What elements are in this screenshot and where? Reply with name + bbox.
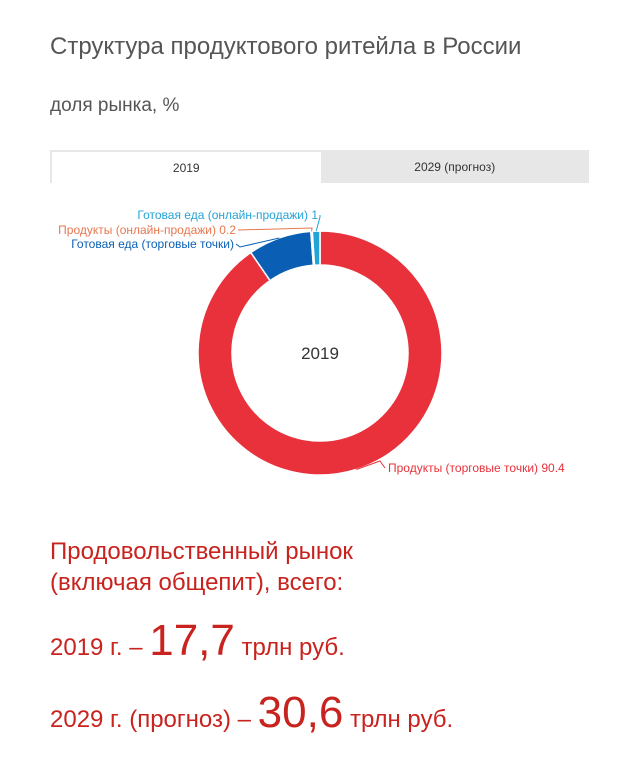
chart-subtitle: доля рынка, % <box>50 95 180 116</box>
leader-line-3 <box>315 215 321 232</box>
market-heading: Продовольственный рынок (включая общепит… <box>50 536 353 598</box>
market-2029-value: 30,6 <box>257 688 344 737</box>
slice-label-3: Готовая еда (онлайн-продажи) 1 <box>137 208 318 222</box>
slice-label-1: Готовая еда (торговые точки) <box>71 237 234 251</box>
market-2029-suffix: трлн руб. <box>343 706 454 733</box>
leader-line-0 <box>356 460 386 470</box>
market-2029-row: 2029 г. (прогноз) – 30,6 трлн руб. <box>50 688 453 738</box>
market-2029-prefix: 2029 г. (прогноз) – <box>50 706 258 733</box>
leader-line-1 <box>235 237 280 248</box>
slice-label-2: Продукты (онлайн-продажи) 0.2 <box>58 223 236 237</box>
market-heading-line2: (включая общепит), всего: <box>50 569 344 596</box>
year-tabs: 2019 2029 (прогноз) <box>50 150 589 183</box>
leader-line-2 <box>237 227 313 232</box>
chart-center-label: 2019 <box>301 344 339 363</box>
tab-2019[interactable]: 2019 <box>52 152 321 183</box>
market-2019-prefix: 2019 г. – <box>50 634 150 661</box>
tab-2029-forecast[interactable]: 2029 (прогноз) <box>414 159 496 174</box>
slice-3[interactable] <box>311 230 321 266</box>
donut-chart: 2019 Продукты (торговые точки) 90.4 Готова… <box>58 208 565 476</box>
market-2019-suffix: трлн руб. <box>234 634 345 661</box>
market-2019-value: 17,7 <box>149 616 235 665</box>
slice-0[interactable] <box>197 230 443 476</box>
chart-title: Структура продуктового ритейла в России <box>50 33 522 60</box>
market-2019-row: 2019 г. – 17,7 трлн руб. <box>50 616 345 666</box>
market-heading-line1: Продовольственный рынок <box>50 538 353 565</box>
slice-label-0: Продукты (торговые точки) 90.4 <box>388 461 565 475</box>
